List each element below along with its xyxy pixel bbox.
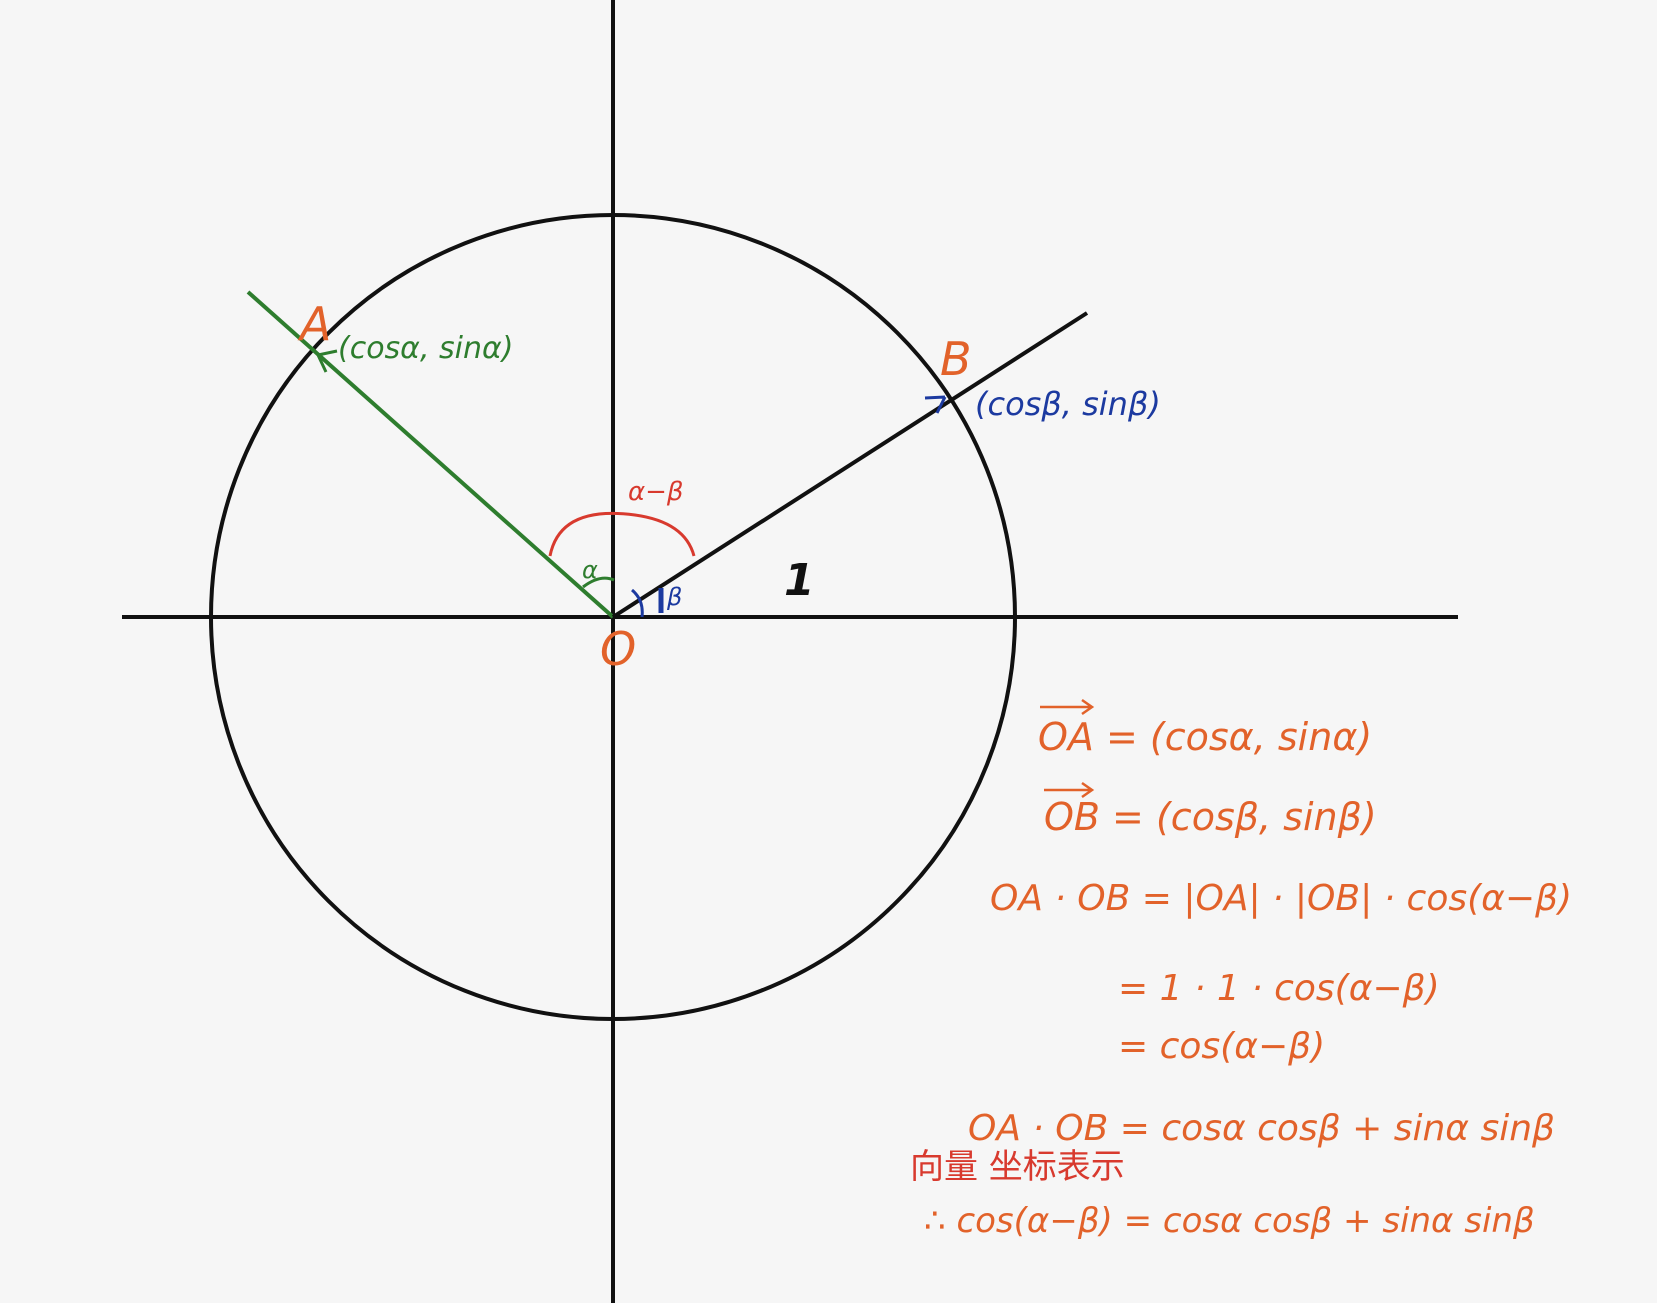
origin-label: O — [600, 622, 636, 676]
point-b-coords: (cosβ, sinβ) — [975, 385, 1161, 423]
vector-arrow-ob-1 — [1044, 781, 1095, 799]
derivation-conclusion: ∴ cos(α−β) = cosα cosβ + sinα sinβ — [924, 1201, 1535, 1241]
derivation-line-1: OA = (cosα, sinα) — [1038, 715, 1372, 759]
derivation-line-5: = cos(α−β) — [1118, 1026, 1325, 1067]
radius-label: 1 — [784, 555, 815, 606]
ray-oa — [246, 290, 615, 619]
angle-alpha-arc — [582, 576, 615, 589]
derivation-line-2: OB = (cosβ, sinβ) — [1044, 795, 1377, 839]
derivation-note: 向量 坐标表示 — [910, 1147, 1125, 1187]
arrow-a — [316, 349, 338, 373]
derivation-line-3: OA · OB = |OA| · |OB| · cos(α−β) — [990, 878, 1572, 919]
point-a-coords: (cosα, sinα) — [338, 331, 514, 366]
point-b-label: B — [940, 332, 972, 386]
angle-diff-label: α−β — [628, 477, 684, 507]
angle-beta-label: β — [666, 583, 682, 611]
vector-arrow-oa-1 — [1040, 698, 1095, 716]
angle-beta-arc — [630, 588, 644, 618]
derivation-line-6: OA · OB = cosα cosβ + sinα sinβ — [968, 1108, 1555, 1149]
angle-diff-arc — [548, 511, 696, 557]
unit-circle — [209, 213, 1017, 1021]
arrow-b — [924, 395, 947, 414]
point-a-label: A — [297, 297, 331, 351]
ray-ob — [611, 311, 1089, 619]
angle-alpha-label: α — [582, 556, 598, 584]
derivation-block: OA = (cosα, sinα) OB = (cosβ, sinβ) OA ·… — [910, 698, 1572, 1241]
derivation-line-4: = 1 · 1 · cos(α−β) — [1118, 968, 1440, 1009]
